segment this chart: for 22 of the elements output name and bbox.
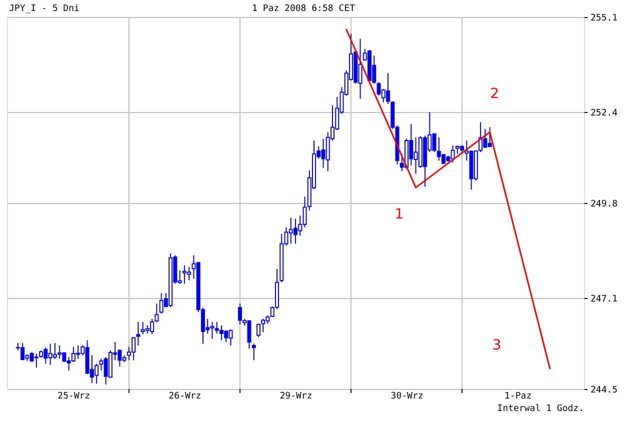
candlestick	[154, 303, 159, 322]
x-tick-label: 29-Wrz	[280, 392, 312, 402]
candlestick	[136, 321, 140, 346]
y-tick-label: 244.5	[590, 386, 618, 396]
annotation: 1	[394, 206, 404, 222]
y-tick-label: 252.4	[590, 108, 618, 118]
text: Interwal 1 Godz.	[497, 404, 584, 414]
chart-title: JPY_I - 5 Dni	[9, 4, 80, 14]
line-series	[346, 28, 551, 370]
annotation: 2	[490, 86, 500, 102]
x-tick-label: 25-Wrz	[58, 392, 90, 402]
y-tick-label: 255.1	[590, 14, 618, 24]
x-tick-label: 30-Wrz	[390, 392, 424, 402]
y-tick-label: 249.8	[590, 200, 618, 210]
candlestick	[252, 343, 256, 361]
y-tick-label: 247.1	[590, 294, 618, 304]
candlestick	[261, 318, 266, 333]
chart-subtitle: 1 Paz 2008 6:58 CET	[252, 4, 356, 14]
x-tick-label: 26-Wrz	[168, 392, 202, 402]
annotation: 3	[492, 338, 502, 354]
candlestick	[256, 323, 260, 338]
x-tick-label: 1-Paz	[504, 392, 532, 402]
